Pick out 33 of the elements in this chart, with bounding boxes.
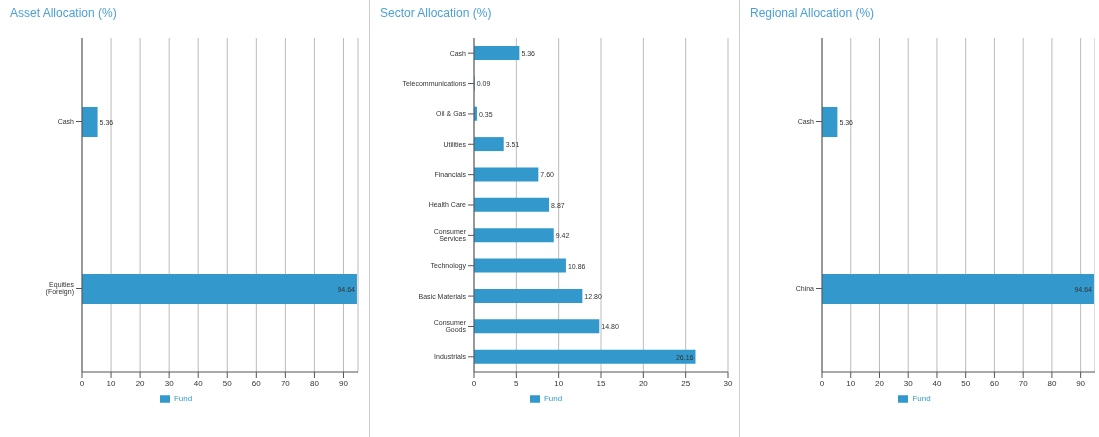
- x-tick-label: 20: [875, 378, 885, 388]
- x-tick-label: 10: [106, 378, 117, 388]
- x-tick-label: 80: [1047, 378, 1057, 388]
- legend-label: Fund: [173, 394, 193, 404]
- x-tick-label: 5: [514, 378, 520, 388]
- x-tick-label: 30: [723, 378, 733, 388]
- x-tick-label: 10: [554, 378, 564, 388]
- chart-title: Sector Allocation (%): [380, 6, 492, 20]
- chart-title: Regional Allocation (%): [750, 6, 875, 20]
- x-tick-label: 40: [932, 378, 942, 388]
- x-tick-label: 20: [135, 378, 146, 388]
- legend-label: Fund: [912, 394, 931, 404]
- x-tick-label: 60: [989, 378, 1000, 388]
- x-tick-label: 15: [596, 378, 606, 388]
- x-tick-label: 10: [846, 378, 856, 388]
- x-tick-label: 25: [681, 378, 691, 388]
- x-tick-label: 0: [471, 378, 477, 388]
- x-tick-label: 80: [309, 378, 320, 388]
- legend-label: Fund: [543, 394, 563, 404]
- x-tick-label: 0: [79, 378, 85, 388]
- x-tick-label: 20: [638, 378, 649, 388]
- x-tick-label: 50: [222, 378, 233, 388]
- x-tick-label: 30: [164, 378, 175, 388]
- x-tick-label: 90: [339, 378, 349, 388]
- x-tick-label: 70: [280, 378, 291, 388]
- chart-title: Asset Allocation (%): [10, 6, 117, 20]
- x-tick-label: 60: [251, 378, 262, 388]
- x-tick-label: 90: [1076, 378, 1086, 388]
- x-tick-label: 30: [903, 378, 914, 388]
- x-tick-label: 50: [961, 378, 971, 388]
- x-tick-label: 70: [1018, 378, 1029, 388]
- x-tick-label: 0: [819, 378, 825, 388]
- x-tick-label: 40: [193, 378, 204, 388]
